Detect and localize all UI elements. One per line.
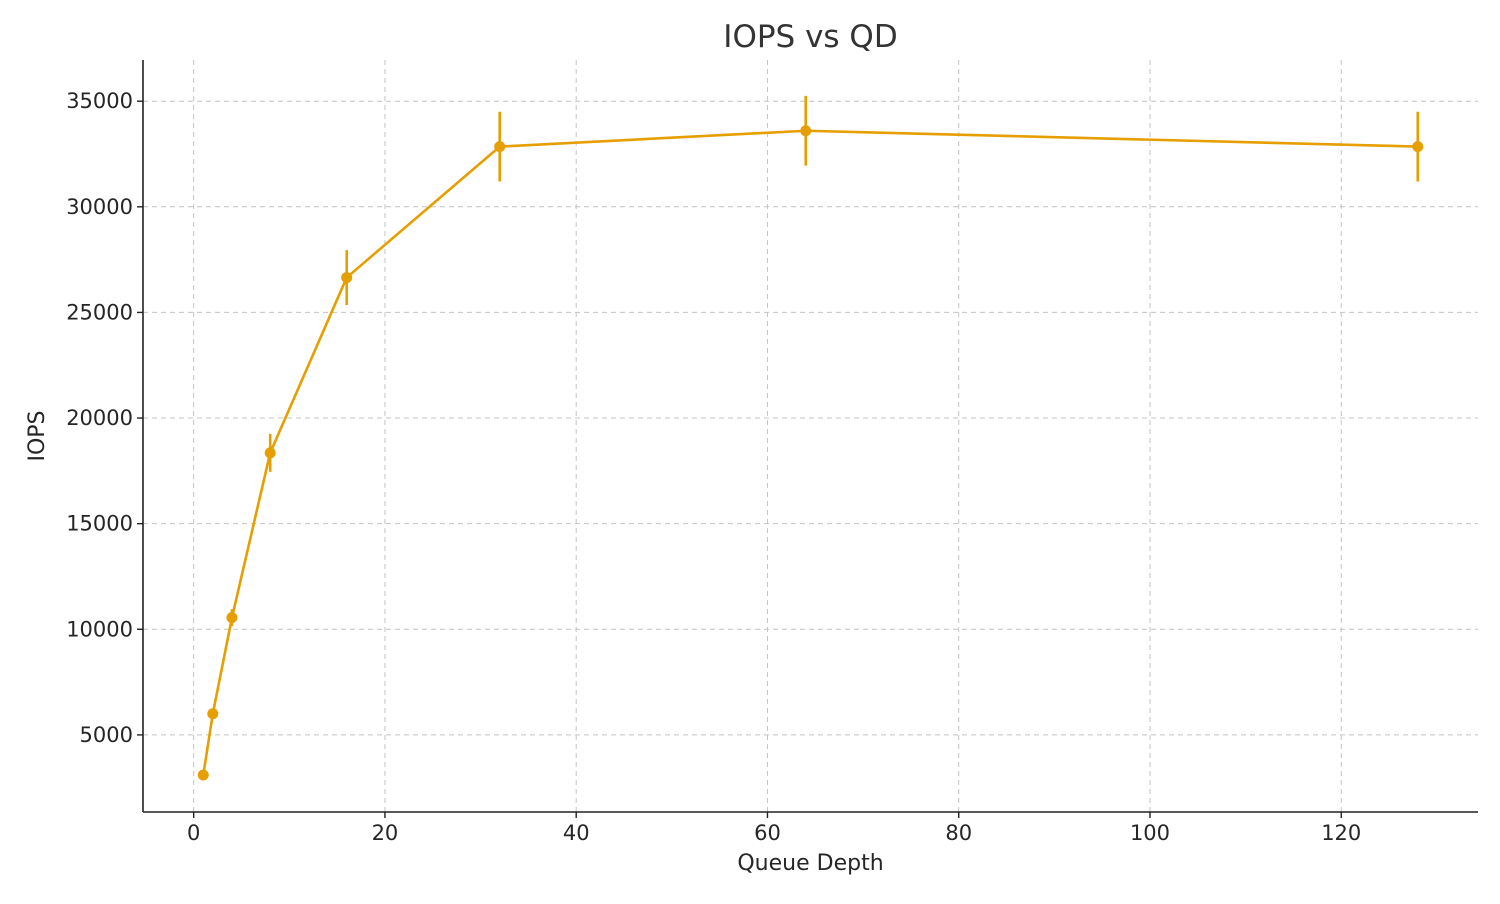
x-tick-label: 60 (754, 821, 781, 845)
x-tick-label: 20 (372, 821, 399, 845)
data-point (494, 141, 506, 153)
x-tick-label: 0 (187, 821, 200, 845)
y-tick-label: 30000 (66, 195, 133, 219)
chart-title: IOPS vs QD (723, 19, 897, 55)
data-point (197, 769, 209, 781)
grid-layer (143, 60, 1478, 812)
y-tick-label: 20000 (66, 406, 133, 430)
x-tick-label: 100 (1130, 821, 1170, 845)
data-point (341, 272, 353, 284)
y-tick-label: 15000 (66, 512, 133, 536)
data-point (800, 125, 812, 137)
ticks-layer: 0 20 40 60 80 100 120 5000 10000 15000 20000 25000 3… (66, 89, 1361, 845)
x-axis-label: Queue Depth (737, 851, 883, 876)
data-point (1412, 141, 1424, 153)
y-tick-label: 25000 (66, 300, 133, 324)
axes-layer (142, 60, 1478, 813)
x-tick-label: 120 (1321, 821, 1361, 845)
x-tick-label: 80 (945, 821, 972, 845)
y-axis-label: IOPS (25, 410, 50, 461)
series-line (201, 129, 1418, 776)
x-tick-label: 40 (563, 821, 590, 845)
y-tick-label: 35000 (66, 89, 133, 113)
y-tick-label: 10000 (66, 617, 133, 641)
data-point (207, 708, 219, 720)
series-layer (197, 95, 1424, 781)
data-point (264, 447, 276, 459)
y-tick-label: 5000 (80, 723, 133, 747)
data-point (226, 612, 238, 624)
